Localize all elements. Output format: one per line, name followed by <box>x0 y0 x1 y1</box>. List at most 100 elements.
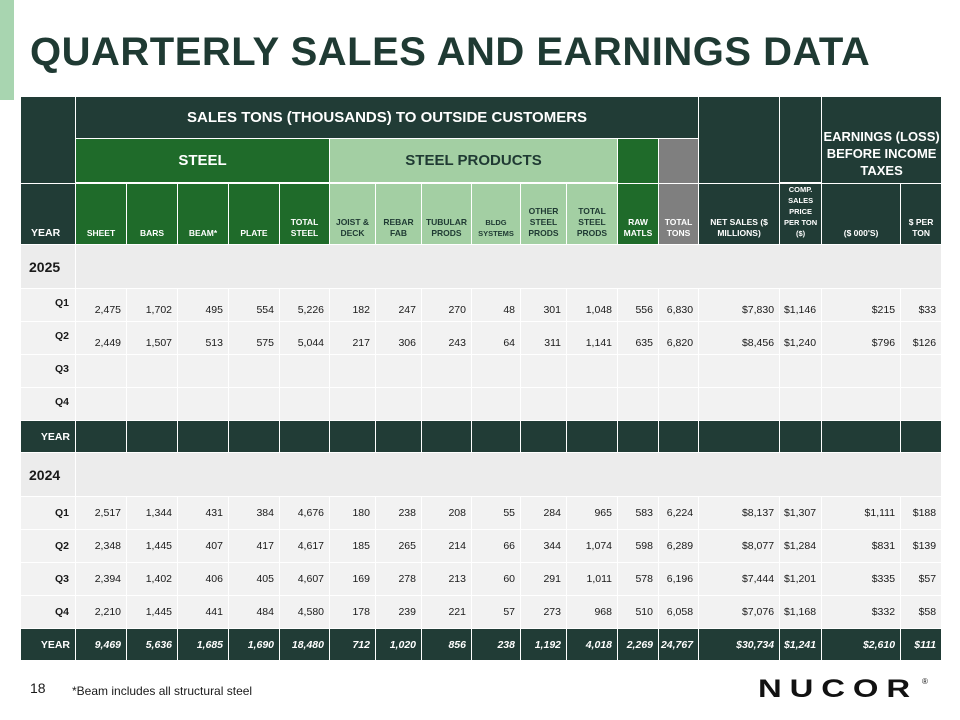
table-cell: 182 <box>329 288 376 322</box>
nucor-logo: NUCOR ® <box>758 675 928 701</box>
table-row: Q4 2,210 1,445 441 484 4,580 178 239 221 57 273 968… <box>20 595 943 629</box>
col-header-per-ton: $ PER TON <box>900 183 943 245</box>
header-raw-matls-spacer <box>617 138 659 184</box>
total-cell <box>779 420 823 453</box>
header-earnings: EARNINGS (LOSS) BEFORE INCOME TAXES <box>821 96 943 184</box>
col-header-plate: PLATE <box>228 183 280 245</box>
col-header-total-steel-prods: TOTAL STEEL PRODS <box>566 183 618 245</box>
table-cell: 344 <box>520 529 567 563</box>
year-total-label: YEAR <box>20 420 76 453</box>
quarter-label: Q1 <box>20 496 76 530</box>
table-cell <box>698 387 781 421</box>
year-total-row: YEAR <box>20 420 943 453</box>
total-cell: 4,018 <box>566 628 618 661</box>
total-cell <box>471 420 521 453</box>
table-cell: $1,168 <box>779 595 823 629</box>
table-cell: 4,676 <box>279 496 330 530</box>
table-cell: 214 <box>421 529 472 563</box>
table-row: Q1 2,517 1,344 431 384 4,676 180 238 208 55 284 965… <box>20 496 943 530</box>
table-cell: 6,830 <box>657 288 700 322</box>
table-cell <box>566 387 618 421</box>
total-cell: 9,469 <box>75 628 127 661</box>
table-cell: 510 <box>617 595 659 629</box>
table-row: Q3 2,394 1,402 406 405 4,607 169 278 213 60 291 1,0… <box>20 562 943 596</box>
table-cell: 2,475 <box>75 288 127 322</box>
col-header-rebar-fab: REBAR FAB <box>375 183 422 245</box>
table-cell: 968 <box>566 595 618 629</box>
header-sales-tons: SALES TONS (THOUSANDS) TO OUTSIDE CUSTOM… <box>74 96 700 139</box>
table-cell <box>279 387 330 421</box>
table-cell <box>177 354 229 388</box>
total-cell <box>177 420 229 453</box>
table-cell <box>821 354 902 388</box>
table-cell: $1,111 <box>821 496 902 530</box>
table-cell <box>900 387 943 421</box>
table-cell: 1,141 <box>566 321 618 355</box>
table-cell: 1,507 <box>126 321 178 355</box>
table-cell: $332 <box>821 595 902 629</box>
table-cell: 5,044 <box>279 321 330 355</box>
total-cell: $30,734 <box>698 628 781 661</box>
table-cell: 185 <box>329 529 376 563</box>
total-cell <box>329 420 376 453</box>
table-cell: 2,348 <box>75 529 127 563</box>
table-cell: $1,201 <box>779 562 823 596</box>
col-header-other-steel-prods: OTHER STEEL PRODS <box>520 183 567 245</box>
table-cell: 635 <box>617 321 659 355</box>
table-cell: 265 <box>375 529 422 563</box>
table-cell: $831 <box>821 529 902 563</box>
total-cell: 238 <box>471 628 521 661</box>
header-steel-products: STEEL PRODUCTS <box>329 138 618 183</box>
table-cell <box>520 354 567 388</box>
table-cell: $188 <box>900 496 943 530</box>
year-section-header: 2024 <box>20 452 943 497</box>
table-row: Q3 <box>20 354 943 388</box>
page-number: 18 <box>30 680 46 696</box>
table-cell: 6,224 <box>657 496 700 530</box>
total-cell <box>75 420 127 453</box>
table-cell: 1,445 <box>126 529 178 563</box>
table-cell: 243 <box>421 321 472 355</box>
table-cell: 495 <box>177 288 229 322</box>
table-cell <box>566 354 618 388</box>
table-cell <box>177 387 229 421</box>
table-cell: 48 <box>471 288 521 322</box>
total-cell: 2,269 <box>617 628 659 661</box>
table-cell <box>900 354 943 388</box>
table-cell: 208 <box>421 496 472 530</box>
quarter-label: Q2 <box>20 529 76 563</box>
table-cell: 406 <box>177 562 229 596</box>
total-cell: $2,610 <box>821 628 902 661</box>
col-header-tubular-prods: TUBULAR PRODS <box>421 183 472 245</box>
table-cell <box>421 387 472 421</box>
section-banner-filler <box>74 452 943 497</box>
col-header-bldg-systems: BLDG SYSTEMS <box>471 183 521 245</box>
total-cell: 24,767 <box>657 628 700 661</box>
table-cell: 278 <box>375 562 422 596</box>
col-header-sheet: SHEET <box>75 183 127 245</box>
table-cell: 407 <box>177 529 229 563</box>
page-title: QUARTERLY SALES AND EARNINGS DATA <box>30 30 871 74</box>
footnote: *Beam includes all structural steel <box>72 684 253 698</box>
table-cell: 213 <box>421 562 472 596</box>
col-header-joist-deck: JOIST & DECK <box>329 183 376 245</box>
table-cell: 284 <box>520 496 567 530</box>
table-cell: $7,076 <box>698 595 781 629</box>
table-cell: 301 <box>520 288 567 322</box>
table-cell: 6,058 <box>657 595 700 629</box>
table-row: Q2 2,348 1,445 407 417 4,617 185 265 214 66 344 1,0… <box>20 529 943 563</box>
registered-mark: ® <box>922 677 928 686</box>
table-cell: 291 <box>520 562 567 596</box>
section-banner-filler <box>74 244 943 289</box>
table-cell: $8,137 <box>698 496 781 530</box>
table-cell <box>779 387 823 421</box>
table-cell: 5,226 <box>279 288 330 322</box>
total-cell <box>421 420 472 453</box>
table-cell <box>329 354 376 388</box>
table-cell: 1,074 <box>566 529 618 563</box>
total-cell: $1,241 <box>779 628 823 661</box>
total-cell <box>520 420 567 453</box>
table-cell: $57 <box>900 562 943 596</box>
total-cell: 1,685 <box>177 628 229 661</box>
table-cell: 1,048 <box>566 288 618 322</box>
